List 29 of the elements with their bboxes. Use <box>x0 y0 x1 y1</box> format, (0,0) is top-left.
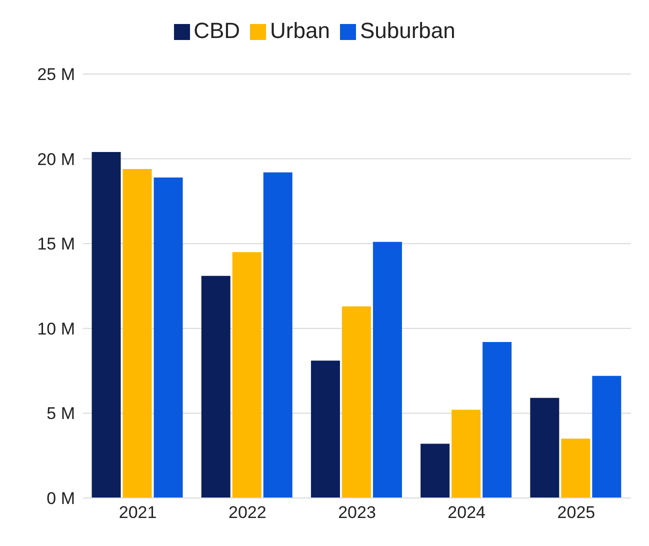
bar <box>154 177 183 498</box>
bar <box>310 360 340 498</box>
bar <box>561 438 590 498</box>
bar <box>372 242 402 498</box>
y-tick-label: 20 M <box>37 150 75 169</box>
y-tick-label: 5 M <box>46 404 75 424</box>
x-tick-label: 2023 <box>338 503 376 522</box>
bar <box>201 276 230 498</box>
bar <box>92 152 121 498</box>
legend-label: Urban <box>270 18 330 43</box>
y-tick-label: 0 M <box>46 489 75 508</box>
bar <box>232 252 262 498</box>
y-tick-label: 15 M <box>37 234 75 254</box>
bar <box>263 172 292 498</box>
bar <box>342 306 371 498</box>
bar <box>482 342 512 498</box>
x-tick-label: 2025 <box>557 503 596 522</box>
bar <box>530 398 560 498</box>
bar <box>592 376 622 498</box>
legend-label: CBD <box>194 18 240 43</box>
x-tick-label: 2024 <box>448 503 486 522</box>
legend-label: Suburban <box>360 18 456 43</box>
x-tick-label: 2021 <box>118 503 157 522</box>
y-tick-label: 25 M <box>37 65 75 84</box>
bar <box>420 444 450 498</box>
bar <box>452 410 481 498</box>
x-tick-label: 2022 <box>228 503 266 522</box>
bar <box>122 168 152 498</box>
y-tick-label: 10 M <box>37 319 75 338</box>
